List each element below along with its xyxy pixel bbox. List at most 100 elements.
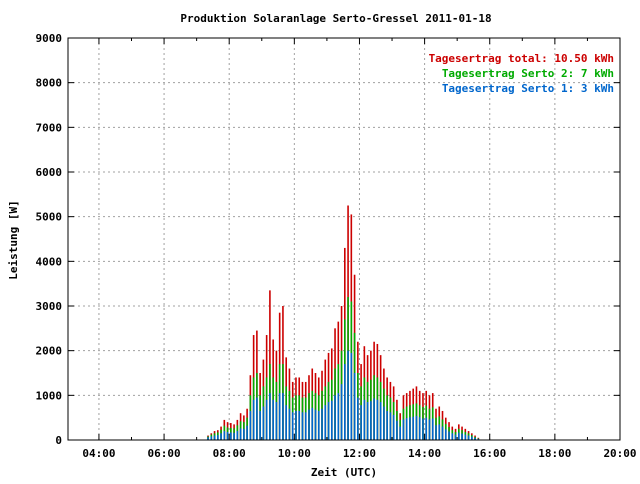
- x-tick-label: 06:00: [148, 447, 181, 460]
- bar-serto-1: [249, 410, 252, 440]
- bar-serto-1: [314, 409, 317, 440]
- bar-serto-1: [217, 435, 219, 440]
- bar-serto-1: [471, 436, 473, 440]
- bar-serto-1: [347, 350, 349, 440]
- bar-serto-1: [444, 429, 447, 440]
- y-tick-label: 3000: [36, 300, 63, 313]
- bar-serto-1: [285, 405, 287, 440]
- bar-serto-1: [308, 409, 310, 440]
- legend: Tagesertrag total: 10.50 kWh Tagesertrag …: [429, 52, 614, 95]
- y-tick-label: 0: [55, 434, 62, 447]
- x-tick-label: 18:00: [538, 447, 571, 460]
- bar-serto-1: [223, 431, 226, 440]
- bar-serto-1: [396, 420, 398, 440]
- bar-serto-1: [288, 408, 291, 440]
- bar-serto-1: [353, 373, 356, 440]
- y-tick-label: 9000: [36, 32, 63, 45]
- bar-serto-1: [370, 401, 372, 440]
- axis-ticks: 0 1000 2000 3000 4000 5000 6000 7000 8000 9000 04:…: [36, 32, 637, 460]
- bar-serto-1: [435, 425, 437, 440]
- y-tick-label: 8000: [36, 77, 63, 90]
- bar-serto-1: [402, 419, 405, 440]
- bar-serto-1: [389, 412, 392, 440]
- x-tick-label: 04:00: [82, 447, 115, 460]
- bar-serto-1: [448, 431, 450, 440]
- bar-serto-1: [409, 417, 411, 440]
- y-tick-label: 1000: [36, 389, 63, 402]
- y-tick-label: 5000: [36, 211, 63, 224]
- bar-serto-1: [256, 397, 258, 440]
- bar-serto-1: [262, 406, 265, 440]
- x-tick-label: 12:00: [343, 447, 376, 460]
- bar-serto-1: [376, 399, 379, 440]
- bar-serto-1: [360, 405, 362, 440]
- bar-serto-1: [239, 428, 242, 440]
- bar-serto-1: [428, 419, 431, 440]
- bar-serto-1: [311, 407, 314, 440]
- bar-serto-1: [373, 398, 375, 440]
- bar-serto-1: [327, 402, 330, 440]
- legend-entry-total: Tagesertrag total: 10.50 kWh: [429, 52, 614, 65]
- bar-serto-1: [412, 416, 414, 440]
- bar-serto-1: [474, 437, 476, 440]
- bar-serto-1: [392, 414, 395, 440]
- bar-serto-1: [243, 428, 245, 440]
- bar-serto-1: [317, 410, 320, 440]
- bar-serto-1: [415, 415, 418, 440]
- x-tick-label: 08:00: [213, 447, 246, 460]
- bar-serto-1: [210, 436, 213, 440]
- bar-serto-1: [383, 406, 385, 440]
- bar-serto-1: [366, 402, 369, 440]
- bar-serto-1: [441, 426, 444, 440]
- x-tick-label: 16:00: [473, 447, 506, 460]
- legend-entry-serto-1: Tagesertrag Serto 1: 3 kWh: [442, 82, 614, 95]
- bar-serto-1: [458, 432, 460, 440]
- bar-serto-1: [220, 433, 222, 440]
- y-tick-label: 7000: [36, 121, 63, 134]
- bar-serto-1: [431, 418, 434, 440]
- bar-serto-1: [321, 408, 323, 440]
- bar-serto-1: [259, 410, 261, 440]
- chart-title: Produktion Solaranlage Serto-Gressel 201…: [180, 12, 491, 25]
- bar-serto-1: [357, 397, 359, 440]
- bar-serto-1: [340, 384, 343, 440]
- bar-serto-1: [405, 418, 408, 440]
- y-tick-label: 4000: [36, 255, 63, 268]
- y-tick-label: 2000: [36, 345, 63, 358]
- bar-serto-1: [467, 435, 470, 440]
- bar-serto-1: [230, 432, 232, 440]
- bar-serto-1: [298, 410, 301, 440]
- bar-serto-1: [324, 405, 327, 440]
- bar-serto-1: [379, 402, 382, 440]
- legend-entry-serto-2: Tagesertrag Serto 2: 7 kWh: [442, 67, 614, 80]
- bar-serto-1: [233, 432, 235, 440]
- grid-lines: [68, 38, 620, 440]
- bar-series-group: [207, 205, 480, 440]
- bar-serto-1: [236, 431, 239, 440]
- bar-serto-1: [265, 399, 268, 440]
- x-axis-label: Zeit (UTC): [311, 466, 377, 479]
- bar-serto-1: [269, 393, 271, 440]
- y-tick-label: 6000: [36, 166, 63, 179]
- bar-serto-1: [425, 417, 428, 440]
- bar-serto-1: [464, 434, 467, 440]
- x-tick-label: 10:00: [278, 447, 311, 460]
- x-tick-label: 20:00: [603, 447, 636, 460]
- bar-serto-1: [399, 426, 401, 440]
- bar-serto-1: [350, 352, 353, 440]
- bar-serto-1: [291, 412, 294, 440]
- bar-serto-1: [363, 399, 366, 440]
- bar-serto-1: [334, 395, 336, 440]
- bar-serto-1: [226, 431, 229, 440]
- bar-serto-1: [278, 393, 281, 440]
- bar-serto-1: [275, 402, 278, 440]
- bar-serto-1: [295, 410, 297, 440]
- bar-serto-1: [207, 437, 209, 440]
- bar-serto-1: [301, 412, 304, 440]
- bar-serto-1: [337, 393, 340, 440]
- bar-serto-1: [304, 412, 307, 440]
- bar-serto-1: [252, 399, 255, 440]
- bar-serto-1: [454, 434, 457, 440]
